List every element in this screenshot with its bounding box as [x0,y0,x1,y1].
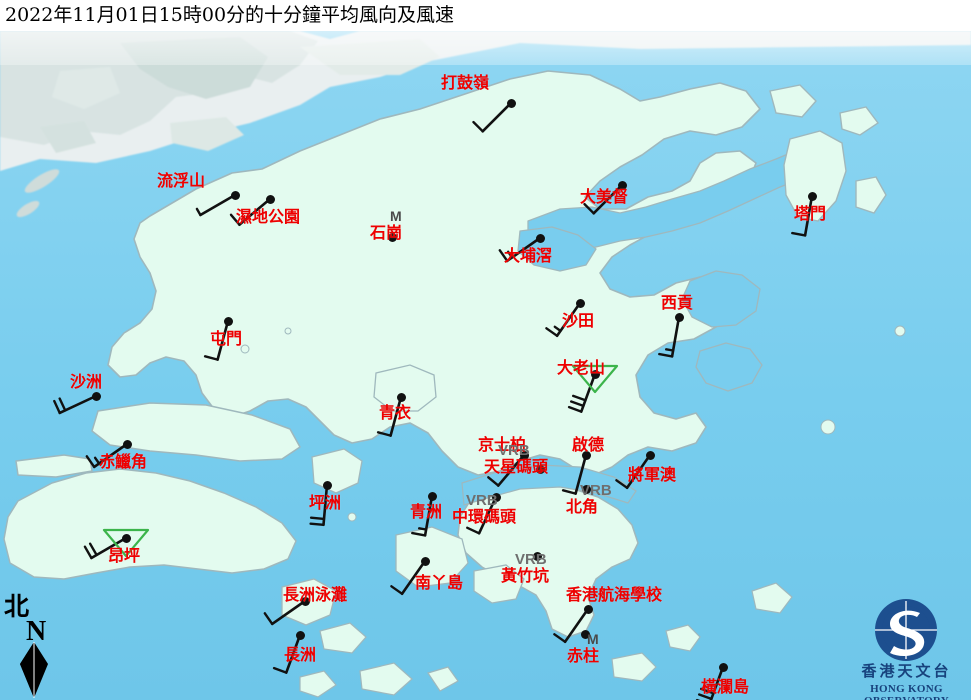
station-dot-icon [492,493,501,502]
station-label: 沙田 [562,311,595,330]
station-label: 昂坪 [108,546,141,565]
station-dot-icon [533,552,542,561]
station-dot-icon [301,597,310,606]
hko-logo-mark [875,599,937,661]
station-label: 坪洲 [309,493,342,512]
vrb-note: VRB [580,482,612,499]
station-dot-icon [719,663,728,672]
missing-note: M [587,631,599,647]
title-bar: 2022年11月01日15時00分的十分鐘平均風向及風速 [0,0,971,31]
station-label: 將軍澳 [628,465,677,484]
station-dot-icon [646,451,655,460]
station-label: 大老山 [557,358,606,377]
station-dot-icon [231,191,240,200]
station-label: 橫瀾島 [701,677,750,696]
station-label: 黃竹坑 [501,566,550,585]
station-dot-icon [428,492,437,501]
north-arrow-cn-label: 北 [4,592,30,621]
vrb-note: VRB [515,551,547,568]
station-dot-icon [296,631,305,640]
station-label: 長洲泳灘 [283,585,348,604]
station-dot-icon [582,451,591,460]
station-dot-icon [520,451,529,460]
station-dot-icon [397,393,406,402]
station-label: 打鼓嶺 [441,73,490,92]
hko-logo-en-text: HONG KONG OBSERVATORY [864,683,949,700]
station-dot-icon [323,481,332,490]
station-dot-icon [618,181,627,190]
station-dot-icon [507,99,516,108]
station-label: 青衣 [379,403,412,422]
station-label: 赤鱲角 [99,452,148,471]
station-label: 赤柱 [567,646,600,665]
station-dot-icon [536,465,545,474]
hko-logo-cn-text: 香港天文台 [861,662,952,680]
station-label: 石崗 [370,223,403,242]
north-arrow-en-label: N [26,616,47,647]
station-dot-icon [675,313,684,322]
station-dot-icon [808,192,817,201]
station-dot-icon [421,557,430,566]
north-arrow: 北 N [4,594,66,700]
station-label: 長洲 [284,645,317,664]
station-label: 京士柏 [478,435,527,454]
station-label: 塔門 [794,204,827,223]
station-dot-icon [536,234,545,243]
station-dot-icon [576,299,585,308]
station-label: 青洲 [410,502,443,521]
station-dot-icon [122,534,131,543]
station-label: 大埔滘 [504,246,553,265]
station-label: 天星碼頭 [484,457,549,476]
station-label: 南丫島 [415,573,464,592]
station-dot-icon [224,317,233,326]
station-dot-icon [582,485,591,494]
station-dot-icon [584,605,593,614]
page-title: 2022年11月01日15時00分的十分鐘平均風向及風速 [5,4,455,26]
station-label: 大美督 [580,187,629,206]
station-label: 流浮山 [157,171,206,190]
north-arrow-glyph [20,642,48,698]
station-dot-icon [123,440,132,449]
station-dot-icon [388,233,397,242]
station-dot-icon [92,392,101,401]
hko-logo: 香港天文台 HONG KONG OBSERVATORY [846,597,967,700]
station-label: 香港航海學校 [566,585,663,604]
station-label: 西貢 [661,293,694,312]
station-dot-icon [266,195,275,204]
station-dot-icon [591,370,600,379]
station-label: 北角 [566,497,599,516]
station-label: 中環碼頭 [452,507,517,526]
station-dot-icon [581,630,590,639]
missing-note: M [390,208,402,224]
station-label: 啟德 [572,435,605,454]
station-label: 屯門 [210,329,243,348]
vrb-note: VRB [498,442,530,459]
vrb-note: VRB [466,492,498,509]
map-canvas: 打鼓嶺 流浮山 濕地公園 M 石崗 大美督 塔門 大埔滘 沙田 西貢 大老山 屯門 … [0,31,971,700]
station-label: 濕地公園 [236,207,301,226]
station-label: 沙洲 [70,372,103,391]
basemap-graphic [0,31,971,700]
